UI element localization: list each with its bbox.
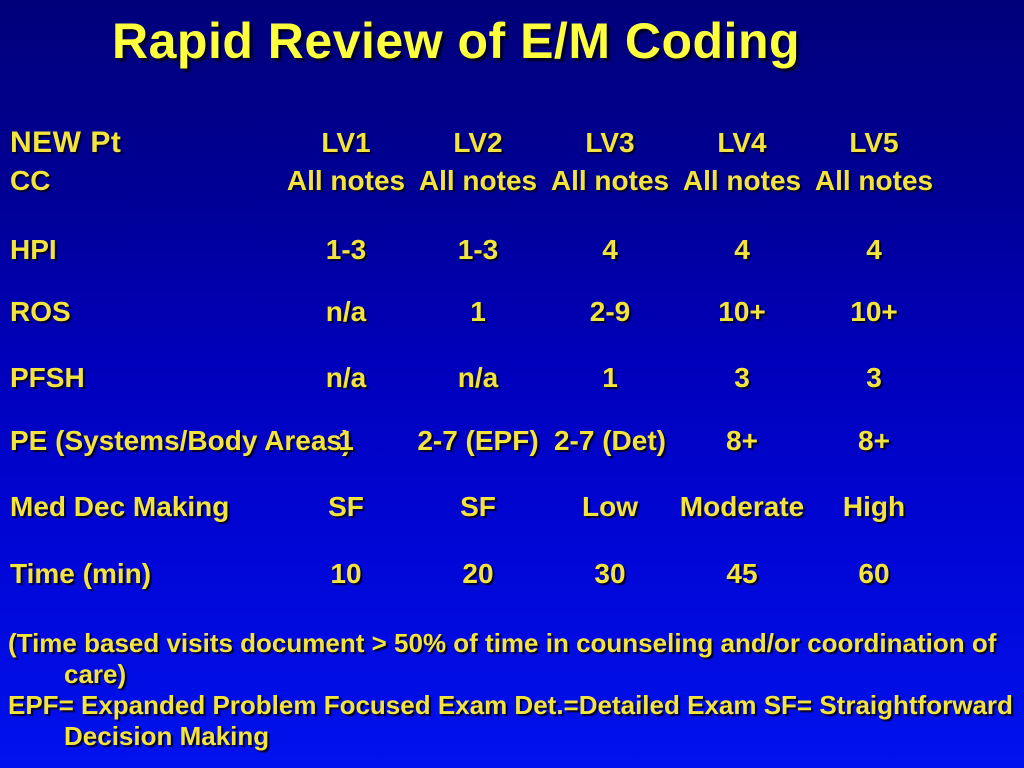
table-cell: 20 [462,558,494,589]
row-label: PFSH [10,362,85,393]
table-cell: 2-7 (EPF) [417,425,539,456]
row-label: CC [10,165,51,196]
table-cell: All notes [550,165,670,196]
table-cell: 1-3 [325,234,367,265]
footnote-line: Decision Making [64,721,270,751]
table-cell: All notes [418,165,538,196]
table-cell: 45 [726,558,758,589]
table-row-ros: ROS n/a 1 2-9 10+ 10+ [10,295,940,329]
table-cell: 4 [602,234,618,265]
table-cell: 10+ [718,296,766,327]
table-cell: 60 [858,558,890,589]
table-cell: SF [328,491,364,522]
table-row-cc: CC All notes All notes All notes All not… [10,164,940,198]
row-label: PE (Systems/Body Areas) [10,425,352,456]
table-cell: 10+ [850,296,898,327]
table-cell: 1 [602,362,618,393]
table-cell: 4 [734,234,750,265]
table-cell: SF [460,491,496,522]
footnote-line: (Time based visits document > 50% of tim… [8,628,997,658]
column-header-lv3: LV3 [585,127,635,158]
row-label: ROS [10,296,71,327]
row-label-new-pt: NEW Pt [10,126,122,159]
table-cell: All notes [286,165,406,196]
table-cell: All notes [814,165,934,196]
table-cell: 2-7 (Det) [553,425,666,456]
table-cell: Moderate [679,491,805,522]
table-cell: 3 [734,362,750,393]
table-row-pfsh: PFSH n/a n/a 1 3 3 [10,361,940,395]
table-row-med-dec-making: Med Dec Making SF SF Low Moderate High [10,490,940,524]
table-cell: 10 [330,558,362,589]
footnote-abbreviations: EPF= Expanded Problem Focused Exam Det.=… [8,690,1013,752]
table-row-pe: PE (Systems/Body Areas) 1 2-7 (EPF) 2-7 … [10,424,940,458]
table-cell: 2-9 [589,296,631,327]
row-label: HPI [10,234,57,265]
slide-title: Rapid Review of E/M Coding [112,13,801,69]
table-cell: High [842,491,906,522]
column-header-lv1: LV1 [321,127,371,158]
footnote-line: care) [64,659,127,689]
table-cell: 1-3 [457,234,499,265]
table-cell: Low [582,491,638,522]
footnote-line: EPF= Expanded Problem Focused Exam Det.=… [8,690,1013,720]
table-row-hpi: HPI 1-3 1-3 4 4 4 [10,233,940,267]
table-cell: All notes [682,165,802,196]
table-cell: 8+ [726,425,758,456]
column-header-lv5: LV5 [849,127,899,158]
table-cell: n/a [325,362,367,393]
table-row-time: Time (min) 10 20 30 45 60 [10,557,940,591]
footnote-time-based: (Time based visits document > 50% of tim… [8,628,996,690]
row-label: Time (min) [10,558,152,589]
table-header-row: NEW Pt LV1 LV2 LV3 LV4 LV5 [10,126,940,160]
table-cell: 1 [338,425,354,456]
column-header-lv2: LV2 [453,127,503,158]
table-cell: n/a [457,362,499,393]
table-cell: 30 [594,558,626,589]
table-cell: 3 [866,362,882,393]
table-cell: 1 [470,296,486,327]
table-cell: n/a [325,296,367,327]
table-cell: 4 [866,234,882,265]
table-cell: 8+ [858,425,890,456]
row-label: Med Dec Making [10,491,230,522]
column-header-lv4: LV4 [717,127,767,158]
